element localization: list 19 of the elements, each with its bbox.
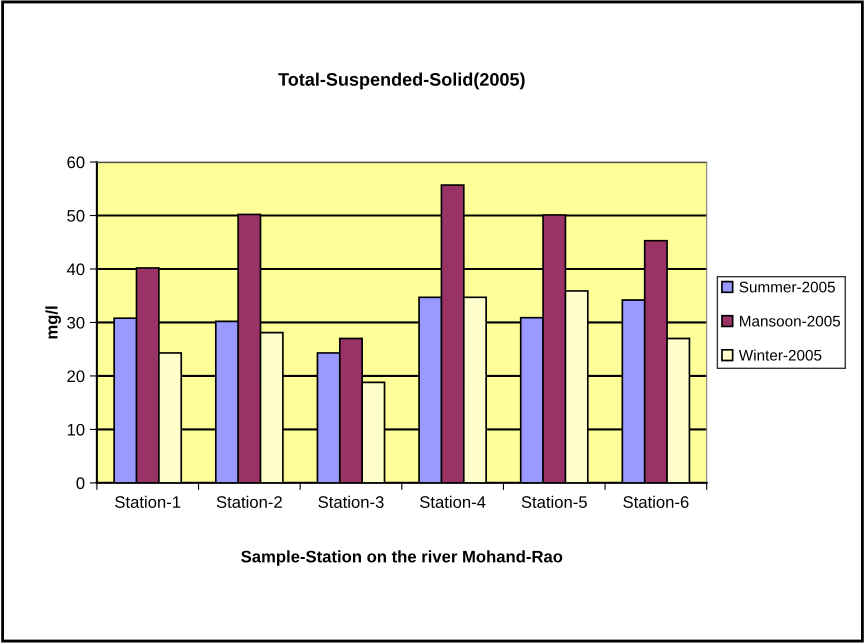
x-axis-title: Sample-Station on the river Mohand-Rao (241, 550, 562, 566)
legend-label: Winter-2005 (738, 349, 822, 361)
y-tick-label: 10 (68, 424, 84, 436)
x-tick-label: Station-6 (623, 496, 689, 508)
x-tick-label: Station-1 (115, 496, 180, 508)
x-tick-label: Station-5 (522, 496, 587, 508)
legend-label: Mansoon-2005 (740, 316, 840, 327)
y-tick-label: 20 (67, 370, 84, 382)
legend-label: Summer-2005 (739, 282, 835, 292)
y-tick-label: 60 (67, 156, 84, 168)
chart-title: Total-Suspended-Solid(2005) (278, 72, 525, 90)
x-tick-label: Station-4 (420, 496, 486, 508)
y-tick-label: 40 (66, 263, 84, 276)
x-tick-label: Station-2 (216, 496, 282, 508)
y-tick-label: 30 (67, 316, 84, 329)
y-tick-label: 0 (76, 477, 84, 490)
x-tick-label: Station-3 (318, 496, 384, 508)
y-axis-title: mg/l (45, 306, 61, 338)
y-tick-label: 50 (67, 210, 84, 222)
